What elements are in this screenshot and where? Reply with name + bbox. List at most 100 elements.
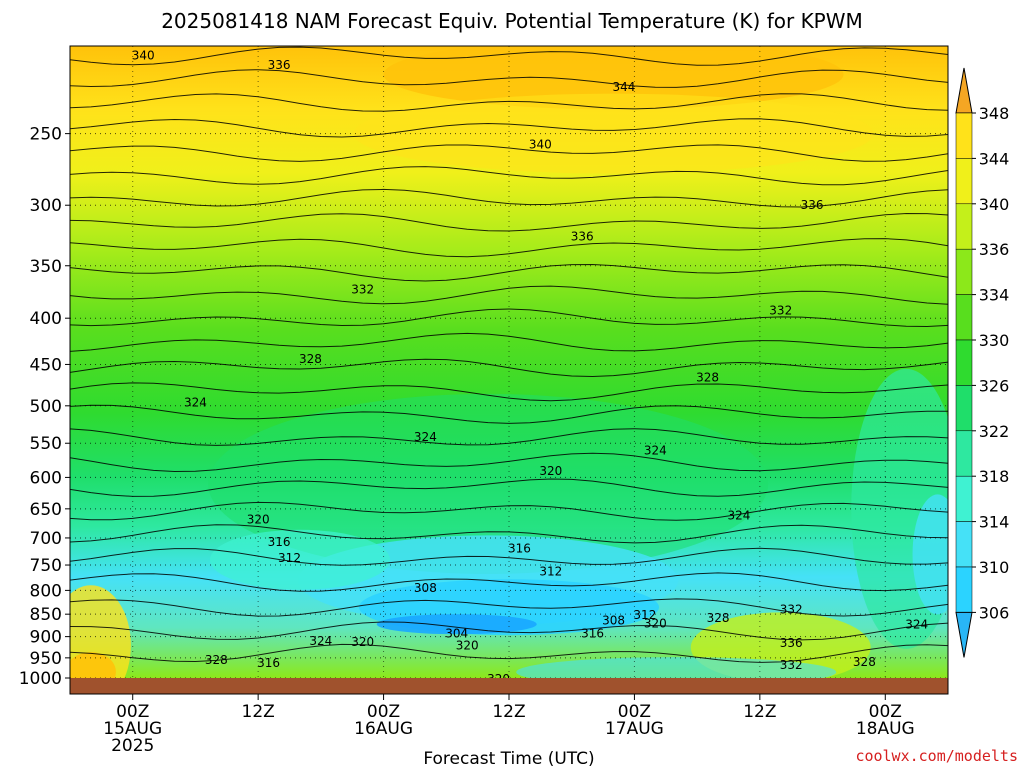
colorbar: 348 344 340 336 334 330 326 322 318 314 310 306 <box>955 67 1010 658</box>
contour-label: 336 <box>571 230 594 244</box>
x-tick-label: 12Z <box>492 702 525 722</box>
contour-line <box>70 308 948 328</box>
contour-label: 328 <box>299 352 322 366</box>
field-blob <box>353 93 874 174</box>
colorbar-label: 314 <box>979 513 1010 532</box>
y-tick-label: 850 <box>30 605 62 625</box>
contour-label: 328 <box>707 611 730 625</box>
x-tick-label: 12Z <box>743 702 776 722</box>
colorbar-segment <box>955 112 973 159</box>
field-blob <box>912 494 948 615</box>
contour-label: 304 <box>445 627 468 641</box>
contour-label: 332 <box>780 603 803 617</box>
contour-label: 332 <box>780 658 803 672</box>
colorbar-label: 306 <box>979 603 1010 622</box>
contour-label: 320 <box>644 616 667 630</box>
colorbar-label: 318 <box>979 467 1010 486</box>
contour-label: 316 <box>581 627 604 641</box>
y-tick-label: 600 <box>30 468 62 488</box>
x-tick-label: 00Z <box>869 702 902 722</box>
y-tick-label: 650 <box>30 500 62 520</box>
colorbar-segment <box>955 339 973 386</box>
field-blob <box>70 652 116 678</box>
y-tick-label: 350 <box>30 257 62 277</box>
field-blob <box>209 529 390 590</box>
y-tick-label: 400 <box>30 309 62 329</box>
contour-label: 324 <box>905 618 928 632</box>
contour-label: 328 <box>205 653 228 667</box>
contour-label: 336 <box>268 58 291 72</box>
colorbar-segment <box>955 158 973 205</box>
contour-label: 324 <box>644 443 667 457</box>
field-layer <box>70 46 948 678</box>
contour-label: 320 <box>487 672 510 686</box>
colorbar-segment <box>955 475 973 522</box>
y-tick-label: 500 <box>30 397 62 417</box>
contour-label: 332 <box>351 283 374 297</box>
colorbar-segment <box>955 566 973 613</box>
y-tick-label: 1000 <box>19 669 62 689</box>
contour-line <box>70 621 948 641</box>
colorbar-segment <box>955 521 973 568</box>
y-tick-label: 250 <box>30 125 62 145</box>
contour-line <box>70 358 948 378</box>
y-tick-label: 550 <box>30 434 62 454</box>
contour-label: 324 <box>184 396 207 410</box>
contour-line <box>70 572 948 592</box>
contour-label: 324 <box>727 508 750 522</box>
colorbar-label: 344 <box>979 149 1010 168</box>
contour-label: 328 <box>853 655 876 669</box>
colorbar-segment <box>955 430 973 477</box>
contour-label-layer: 340 336 344 340 336 336 332 332 328 328 324 324 324 3… <box>132 49 928 686</box>
colorbar-segment <box>955 385 973 432</box>
contour-label: 316 <box>257 656 280 670</box>
x-tick-label: 17AUG <box>605 719 664 739</box>
contour-label: 340 <box>529 137 552 151</box>
x-tick-label: 18AUG <box>856 719 915 739</box>
contour-label: 344 <box>613 80 636 94</box>
x-tick-label: 00Z <box>367 702 400 722</box>
y-tick-label: 900 <box>30 628 62 648</box>
contour-label: 308 <box>602 614 625 628</box>
contour-line <box>70 285 948 305</box>
contour-label: 324 <box>414 430 437 444</box>
contour-label: 336 <box>801 198 824 212</box>
y-tick-label: 750 <box>30 556 62 576</box>
colorbar-label: 322 <box>979 422 1010 441</box>
x-tick-label: 00Z <box>116 702 149 722</box>
colorbar-label: 330 <box>979 331 1010 350</box>
contour-label: 336 <box>780 636 803 650</box>
contour-label: 308 <box>414 581 437 595</box>
x-tick-label: 16AUG <box>354 719 413 739</box>
colorbar-segment <box>955 248 973 295</box>
contour-line <box>70 46 948 66</box>
contour-label: 312 <box>278 551 301 565</box>
colorbar-label: 348 <box>979 104 1010 123</box>
contour-label: 320 <box>456 638 479 652</box>
colorbar-label: 340 <box>979 195 1010 214</box>
contour-line <box>70 238 948 258</box>
colorbar-label: 336 <box>979 240 1010 259</box>
colorbar-label: 334 <box>979 286 1010 305</box>
credit-text: coolwx.com/modelts <box>855 747 1018 765</box>
contour-label: 332 <box>769 303 792 317</box>
colorbar-segment <box>955 203 973 250</box>
y-tick-label: 700 <box>30 529 62 549</box>
contour-line <box>70 643 948 663</box>
contour-label: 324 <box>309 634 332 648</box>
contour-line <box>70 188 948 208</box>
contour-label: 312 <box>539 564 562 578</box>
x-tick-label: 2025 <box>111 736 154 756</box>
y-axis: 250 300 350 400 450 500 550 600 650 700 750 800 850 9… <box>19 125 70 689</box>
contour-label: 320 <box>539 464 562 478</box>
contour-line <box>70 382 948 402</box>
grid-layer <box>70 46 948 678</box>
contour-line <box>70 69 948 88</box>
contour-line <box>70 547 948 566</box>
plot-area: 340 336 344 340 336 336 332 332 328 328 324 324 324 3… <box>70 46 948 686</box>
contour-layer <box>70 46 948 663</box>
x-tick-label: 00Z <box>618 702 651 722</box>
y-tick-label: 450 <box>30 355 62 375</box>
